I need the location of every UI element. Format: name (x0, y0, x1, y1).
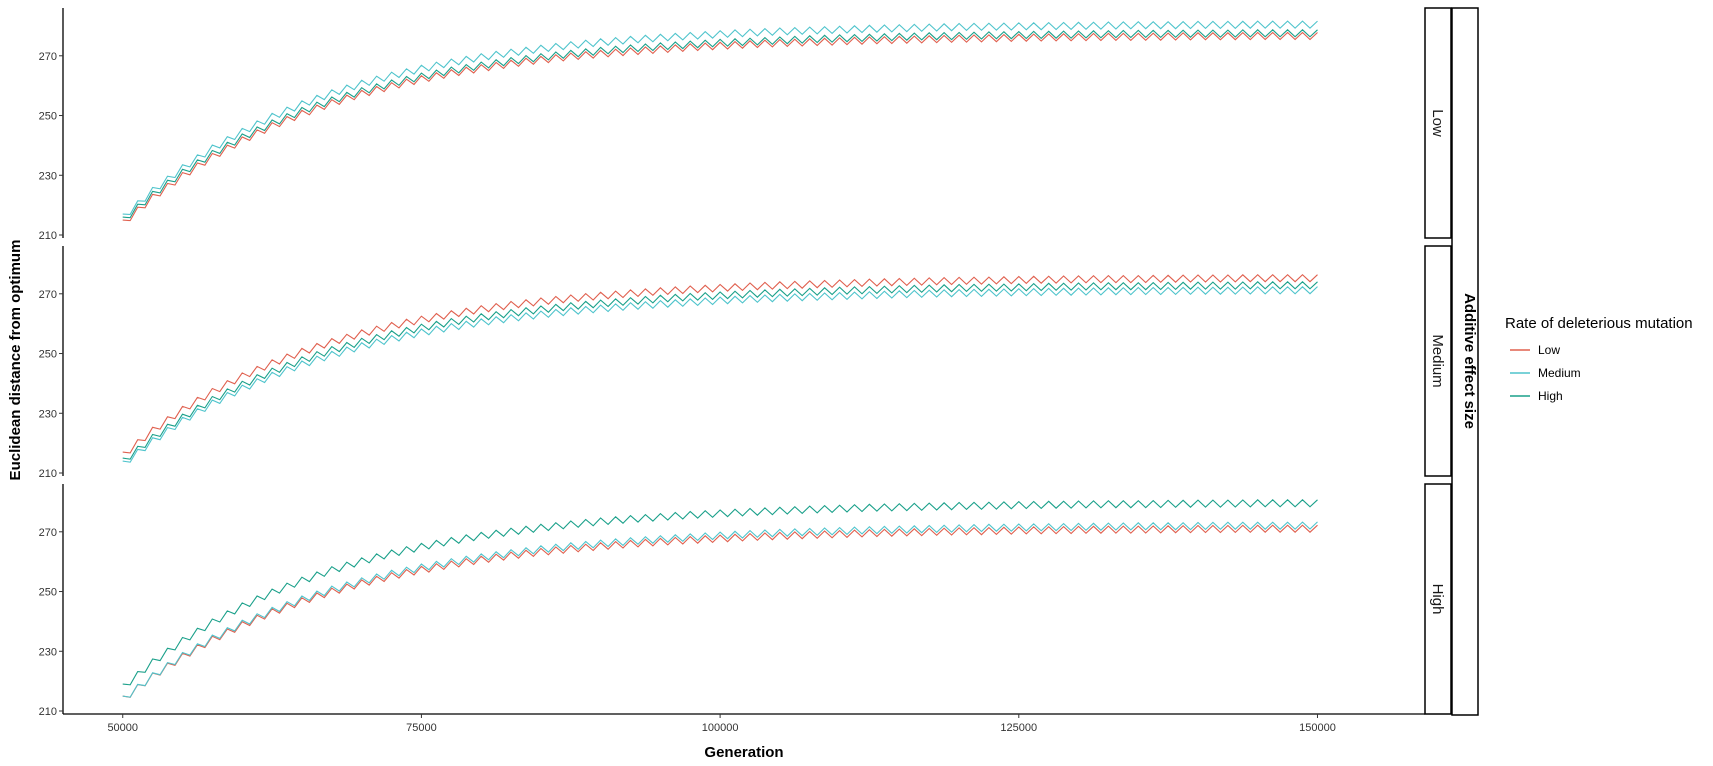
outer-strip-label: Additive effect size (1461, 293, 1478, 429)
y-tick-label: 270 (39, 51, 57, 63)
facet-strip-box (1424, 483, 1452, 715)
legend-title: Rate of deleterious mutation (1505, 315, 1693, 332)
series-line-medium (122, 20, 1318, 215)
series-line-high (122, 29, 1318, 219)
y-axis-title: Euclidean distance from optimum (7, 240, 24, 481)
x-tick-label: 75000 (406, 722, 437, 734)
facet-strip-label: Medium (1429, 334, 1446, 387)
outer-strip-box (1451, 7, 1479, 716)
legend: Rate of deleterious mutation Low Medium Hi… (1505, 315, 1693, 403)
y-tick-label: 270 (39, 527, 57, 539)
x-tick-label: 150000 (1299, 722, 1336, 734)
facet-strip-box (1424, 245, 1452, 477)
y-tick-label: 230 (39, 408, 57, 420)
series-line-medium (122, 286, 1318, 463)
facet-strip-label: High (1429, 584, 1446, 615)
series-line-low (122, 273, 1318, 454)
series-line-low (122, 524, 1318, 698)
y-tick-label: 270 (39, 289, 57, 301)
facet-panel-high: 210 230 250 270 High (39, 483, 1452, 718)
y-tick-label: 210 (39, 468, 57, 480)
y-tick-label: 250 (39, 111, 57, 123)
y-tick-label: 210 (39, 230, 57, 242)
facet-strip-label: Low (1429, 109, 1446, 137)
y-tick-label: 210 (39, 706, 57, 718)
x-tick-label: 125000 (1000, 722, 1037, 734)
series-line-low (122, 31, 1318, 222)
series-line-high (122, 281, 1318, 460)
y-tick-label: 250 (39, 349, 57, 361)
legend-label-low: Low (1538, 343, 1560, 357)
legend-label-high: High (1538, 389, 1563, 403)
x-tick-label: 100000 (702, 722, 739, 734)
x-tick-label: 50000 (107, 722, 138, 734)
x-axis: 50000 75000 100000 125000 150000 (63, 713, 1425, 734)
facet-panel-low: 210 230 250 270 Low (39, 7, 1452, 242)
outer-facet-strip: Additive effect size (1451, 7, 1479, 716)
series-line-high (122, 499, 1318, 686)
y-tick-label: 230 (39, 170, 57, 182)
y-tick-label: 230 (39, 646, 57, 658)
legend-label-medium: Medium (1538, 366, 1581, 380)
y-tick-label: 250 (39, 587, 57, 599)
facet-strip-box (1424, 7, 1452, 239)
facet-panels: 210230250270Low210230250270Medium2102302… (39, 7, 1452, 718)
x-axis-title: Generation (704, 744, 783, 761)
facet-panel-medium: 210 230 250 270 Medium (39, 245, 1452, 480)
series-line-medium (122, 521, 1318, 698)
